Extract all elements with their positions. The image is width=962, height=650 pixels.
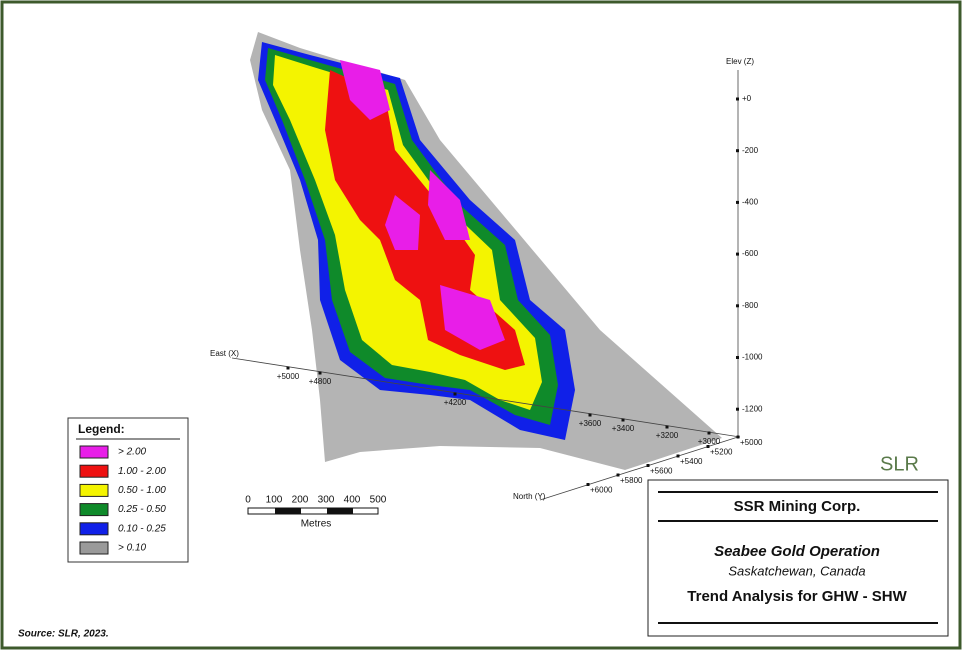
elev-tick-label: +0 — [742, 94, 752, 103]
legend-swatch — [79, 541, 109, 555]
east-axis — [231, 357, 741, 438]
legend-swatch — [79, 522, 109, 536]
legend-swatch — [79, 483, 109, 497]
north-tick-label: +6000 — [590, 486, 613, 495]
legend-swatch — [79, 503, 109, 517]
tick-mark — [318, 371, 322, 375]
tick-mark — [736, 149, 739, 153]
tick-mark — [736, 252, 739, 256]
scale-label: 0 — [245, 495, 251, 506]
tick-mark — [736, 435, 740, 439]
north-tick-label: +5800 — [620, 476, 643, 485]
logo: SLR — [880, 453, 919, 475]
north-tick-label: +5600 — [650, 467, 673, 476]
legend-swatch — [79, 464, 109, 478]
elev-tick-label: -1200 — [742, 404, 763, 413]
scale-label: 300 — [318, 495, 335, 506]
project: Seabee Gold Operation — [714, 543, 880, 560]
legend-swatch — [79, 445, 109, 459]
tick-mark — [736, 304, 739, 308]
tick-mark — [453, 392, 457, 396]
tick-mark — [736, 97, 739, 101]
tick-mark — [286, 366, 290, 370]
scale-label: 500 — [370, 495, 387, 506]
east-tick-label: +4200 — [444, 398, 467, 407]
elev-axis-label: Elev (Z) — [726, 57, 754, 66]
legend-label: 0.50 - 1.00 — [118, 485, 166, 496]
company: SSR Mining Corp. — [734, 498, 861, 515]
tick-mark — [736, 407, 739, 411]
legend-label: 0.10 - 0.25 — [118, 523, 166, 534]
scale-label: 200 — [292, 495, 309, 506]
tick-mark — [736, 200, 739, 204]
scale-unit: Metres — [301, 519, 332, 530]
source: Source: SLR, 2023. — [18, 629, 109, 640]
east-tick-label: +3200 — [656, 431, 679, 440]
figure-title: Trend Analysis for GHW - SHW — [687, 588, 907, 605]
location: Saskatchewan, Canada — [728, 563, 865, 578]
legend-label: 1.00 - 2.00 — [118, 466, 166, 477]
tick-mark — [588, 413, 592, 417]
elev-tick-label: -1000 — [742, 353, 763, 362]
tick-mark — [616, 473, 620, 477]
north-tick-label: +5400 — [680, 457, 703, 466]
scale-bar-segment — [327, 508, 353, 514]
legend-label: > 0.10 — [118, 543, 147, 554]
elev-tick-label: -600 — [742, 249, 759, 258]
scale-label: 400 — [344, 495, 361, 506]
tick-mark — [646, 464, 650, 467]
tick-mark — [707, 431, 711, 435]
north-axis-label: North (Y) — [513, 492, 546, 501]
north-axis — [539, 436, 739, 501]
tick-mark — [665, 425, 669, 429]
tick-mark — [736, 356, 739, 359]
east-tick-label: +3600 — [579, 419, 602, 428]
scale-bar — [247, 507, 379, 515]
scale-bar-segment — [275, 508, 301, 514]
north-tick-label: +5200 — [710, 448, 733, 457]
east-tick-label: +3400 — [612, 424, 635, 433]
title-block — [647, 479, 949, 637]
north-tick-label: +5000 — [740, 438, 763, 447]
tick-mark — [676, 454, 680, 458]
east-tick-label: +3000 — [698, 437, 721, 446]
elev-tick-label: -200 — [742, 146, 759, 155]
east-tick-label: +5000 — [277, 372, 300, 381]
tick-mark — [586, 483, 590, 486]
legend-label: > 2.00 — [118, 447, 147, 458]
legend-label: 0.25 - 0.50 — [118, 504, 166, 515]
scale-label: 100 — [266, 495, 283, 506]
elev-tick-label: -400 — [742, 198, 759, 207]
legend-title: Legend: — [78, 422, 125, 436]
tick-mark — [706, 445, 710, 448]
elev-tick-label: -800 — [742, 301, 759, 310]
tick-mark — [621, 418, 625, 422]
model — [250, 32, 722, 470]
legend-box — [67, 417, 189, 563]
east-tick-label: +4800 — [309, 377, 332, 386]
east-axis-label: East (X) — [210, 349, 239, 358]
